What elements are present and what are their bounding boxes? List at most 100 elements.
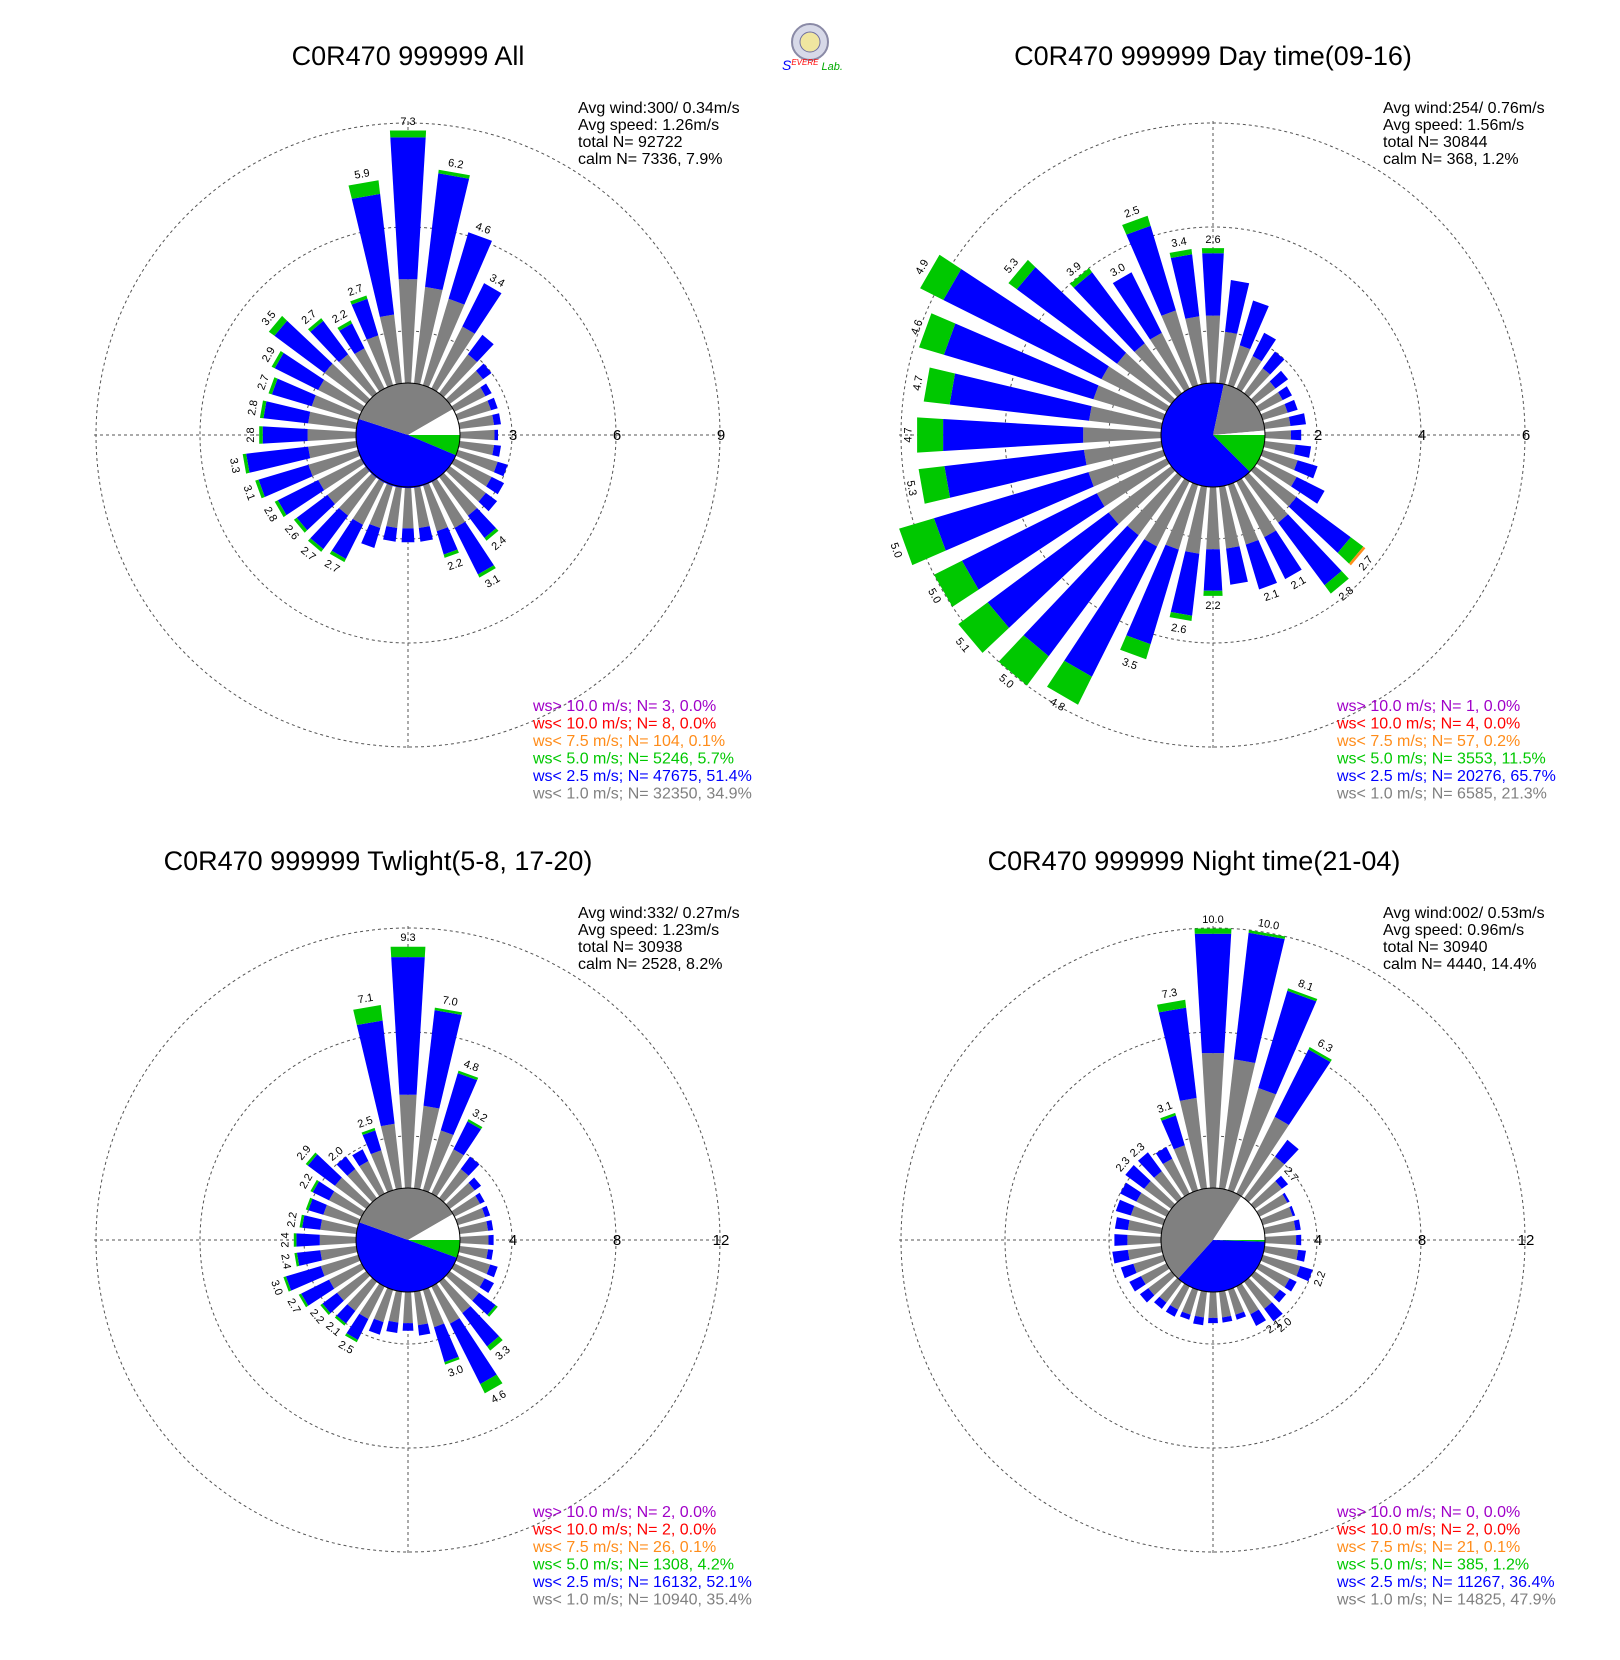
- sector-bar-segment: [1219, 331, 1238, 385]
- sector-bar-segment: [359, 1161, 385, 1197]
- sector-bar-segment: [1250, 1181, 1282, 1209]
- sector-bar-segment: [1256, 1194, 1288, 1217]
- bar-label: 5.0: [888, 541, 905, 559]
- sector-bar-segment: [320, 1254, 361, 1277]
- sector-bar-segment: [486, 1249, 494, 1260]
- stats-line: calm N= 7336, 7.9%: [578, 151, 723, 168]
- bar-label: 4.7: [911, 374, 925, 391]
- calm-pie-slice: [1213, 435, 1265, 472]
- ring-label: 6: [613, 427, 621, 444]
- sector-bar-segment: [1264, 1235, 1297, 1245]
- bar-label: 5.9: [353, 167, 370, 181]
- sector-bar-segment: [1219, 485, 1240, 549]
- sector-bar-segment: [1169, 612, 1193, 621]
- sector-bar-segment: [943, 269, 1109, 380]
- sector-bar-segment: [242, 453, 250, 474]
- sector-bar-segment: [1125, 1165, 1151, 1189]
- sector-bar-segment: [1250, 1309, 1266, 1326]
- sector-bar-segment: [338, 354, 377, 398]
- sector-bar-segment: [308, 441, 358, 459]
- ring-label: 4: [1314, 1232, 1322, 1249]
- ring-label: 8: [1418, 1232, 1426, 1249]
- sector-bar-segment: [475, 1192, 485, 1204]
- sector-bar-segment: [1219, 1290, 1232, 1318]
- sector-bar-segment: [476, 363, 492, 380]
- sector-bar-segment: [467, 508, 497, 538]
- sector-bar-segment: [388, 1290, 402, 1323]
- sector-bar-segment: [312, 1181, 335, 1201]
- legend-entry: ws< 1.0 m/s; N= 10940, 35.4%: [532, 1592, 752, 1609]
- sector-bar-segment: [1126, 225, 1176, 316]
- sector-bar-segment: [1274, 1049, 1331, 1125]
- grid-ring: [1004, 226, 1422, 644]
- sector-bar-segment: [401, 528, 415, 543]
- sector-bar-segment: [1185, 316, 1207, 385]
- sector-bar-segment: [296, 1233, 320, 1247]
- wind-rose-panel-twilight: C0R470 999999 Twlight(5-8, 17-20) 4 8 12 9.3…: [94, 846, 752, 1609]
- sector-bar-segment: [467, 1119, 483, 1130]
- legend-entry: ws< 10.0 m/s; N= 4, 0.0%: [1336, 716, 1520, 733]
- sector-bar-segment: [274, 320, 333, 373]
- sector-bar-segment: [1162, 1158, 1190, 1197]
- bar-label: 7.3: [1161, 987, 1178, 1001]
- legend-entry: ws> 10.0 m/s; N= 3, 0.0%: [532, 698, 716, 715]
- sector-bar-segment: [414, 1105, 440, 1190]
- sector-bar-segment: [1088, 449, 1166, 487]
- sector-bar-segment: [336, 1156, 356, 1176]
- sector-bar-segment: [1275, 1175, 1289, 1189]
- bar-label: 4.7: [903, 427, 915, 442]
- legend-entry: ws< 2.5 m/s; N= 20276, 65.7%: [1336, 768, 1556, 785]
- legend-entry: ws< 2.5 m/s; N= 47675, 51.4%: [532, 768, 752, 785]
- bar-label: 2.7: [346, 282, 364, 299]
- sector-bar-segment: [1227, 1287, 1244, 1315]
- calm-pie-slice: [359, 1187, 453, 1240]
- sector-bar-segment: [1169, 249, 1193, 258]
- sector-bar-segment: [380, 1123, 402, 1190]
- stats-line: total N= 30938: [578, 939, 683, 956]
- sector-bar-segment: [492, 413, 501, 425]
- sector-bar-segment: [455, 449, 498, 473]
- bar-label: 10.0: [1257, 917, 1280, 933]
- bar-label: 7.0: [441, 994, 458, 1008]
- sector-bar-segment: [1219, 1059, 1256, 1190]
- sector-bar-segment: [308, 411, 358, 429]
- stats-line: Avg speed: 1.56m/s: [1383, 117, 1524, 134]
- sector-bar-segment: [1236, 478, 1276, 538]
- sector-bar-segment: [923, 367, 955, 405]
- sector-bar-segment: [1193, 1315, 1204, 1326]
- sector-bar-segment: [310, 508, 349, 550]
- stats-line: Avg wind:002/ 0.53m/s: [1383, 905, 1545, 922]
- sector-bar-segment: [1282, 1192, 1290, 1203]
- bar-label: 2.4: [278, 1253, 292, 1270]
- sector-bar-segment: [352, 478, 385, 525]
- sector-bar-segment: [920, 254, 962, 300]
- bar-label: 2.2: [446, 557, 464, 574]
- sector-bar-segment: [296, 1250, 322, 1266]
- sector-bar-segment: [1201, 1053, 1225, 1189]
- sector-bar-segment: [320, 1246, 358, 1261]
- sector-bar-segment: [422, 1287, 445, 1328]
- grid-ring: [900, 927, 1526, 1553]
- sector-bar-segment: [324, 363, 371, 404]
- legend-entry: ws< 7.5 m/s; N= 104, 0.1%: [532, 733, 725, 750]
- sector-bar-segment: [1083, 441, 1163, 466]
- bar-label: 2.8: [1337, 585, 1356, 604]
- sector-bar-segment: [259, 400, 267, 419]
- sector-bar-segment: [944, 449, 1087, 498]
- sector-bar-segment: [439, 472, 478, 516]
- sector-bar-segment: [486, 1264, 498, 1278]
- sector-bar-segment: [1165, 1305, 1179, 1317]
- calm-pie-slice: [408, 435, 461, 456]
- sector-bar-segment: [331, 518, 363, 559]
- sector-bar-segment: [1120, 1263, 1137, 1279]
- sector-bar-segment: [1096, 458, 1170, 507]
- sector-bar-segment: [308, 1198, 327, 1215]
- sector-bar-segment: [329, 1263, 365, 1289]
- sector-bar-segment: [298, 1293, 309, 1308]
- sector-bar-segment: [353, 1005, 383, 1025]
- sector-bar-segment: [1120, 1182, 1142, 1202]
- sector-bar-segment: [1182, 1287, 1199, 1315]
- sector-bar-segment: [329, 1191, 365, 1217]
- sector-bar-segment: [1170, 551, 1200, 616]
- sector-bar-segment: [1114, 1217, 1130, 1231]
